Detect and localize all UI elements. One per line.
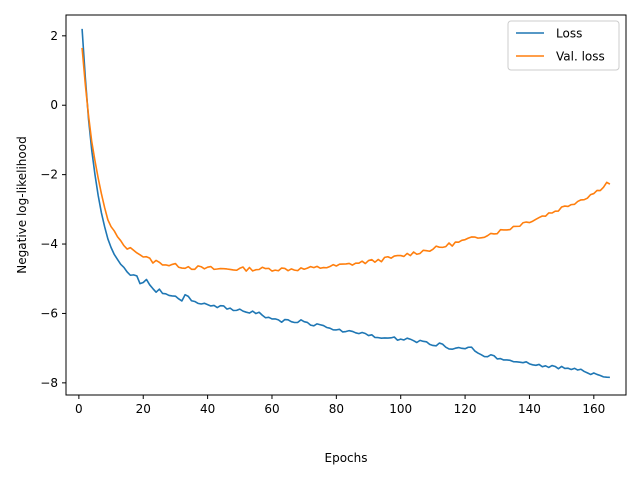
x-tick-label: 80 [329, 402, 344, 416]
x-axis-label: Epochs [325, 451, 368, 465]
x-tick-label: 20 [136, 402, 151, 416]
x-tick-label: 100 [389, 402, 412, 416]
x-tick-label: 40 [200, 402, 215, 416]
y-tick-label: −4 [40, 237, 58, 251]
legend: Loss Val. loss [507, 20, 620, 71]
plot-frame [65, 14, 627, 396]
y-tick-label: 2 [50, 29, 58, 43]
x-tick-label: 140 [518, 402, 541, 416]
y-tick-label: −6 [40, 306, 58, 320]
y-axis-label: Negative log-likelihood [15, 136, 29, 273]
y-tick-label: −8 [40, 376, 58, 390]
y-tick-label: 0 [50, 98, 58, 112]
x-tick-label: 160 [582, 402, 605, 416]
legend-label-val-loss: Val. loss [556, 50, 605, 64]
y-tick-label: −2 [40, 168, 58, 182]
series-line-loss [81, 28, 610, 379]
x-tick-label: 0 [75, 402, 83, 416]
plot-series-group [81, 28, 611, 379]
x-tick-label: 120 [454, 402, 477, 416]
series-line-val-loss [81, 47, 611, 272]
legend-label-loss: Loss [556, 27, 582, 41]
y-axis-ticks: −8 −6 −4 −2 0 2 [40, 29, 66, 390]
x-axis-ticks: 0 20 40 60 80 100 120 140 160 [75, 395, 605, 416]
x-tick-label: 60 [264, 402, 279, 416]
